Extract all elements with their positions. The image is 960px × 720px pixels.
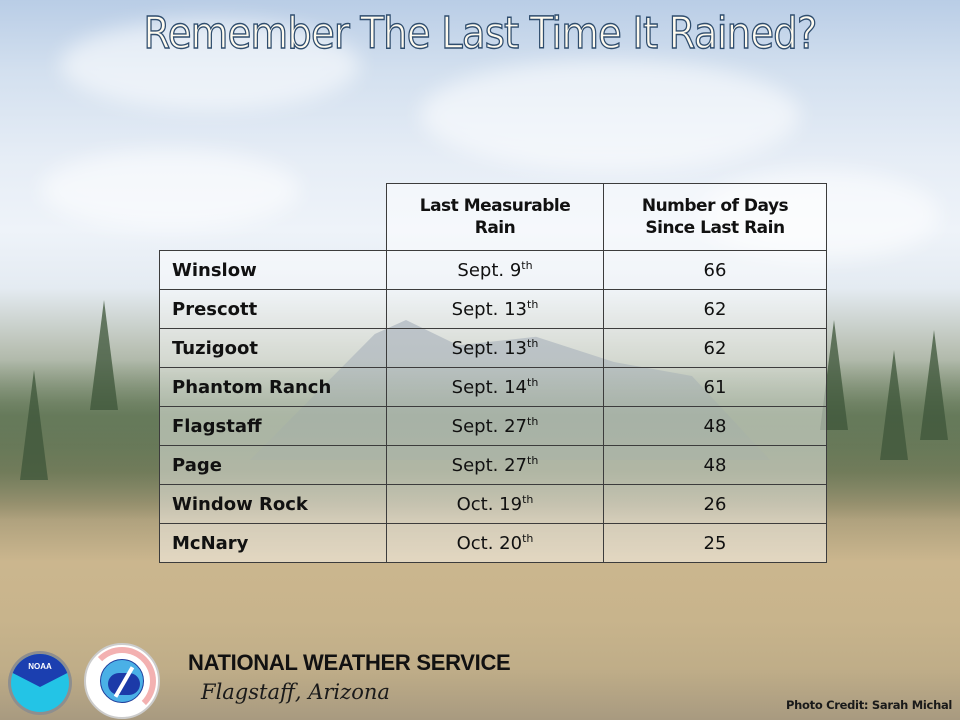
- table-row: Page Sept. 27th 48: [159, 445, 827, 485]
- header-text: Rain: [474, 218, 516, 238]
- nws-logo-icon: [84, 643, 160, 719]
- office-location: Flagstaff, Arizona: [201, 680, 390, 704]
- organization-name: NATIONAL WEATHER SERVICE: [188, 650, 511, 675]
- tree: [20, 370, 48, 480]
- days-cell: 48: [603, 445, 827, 485]
- noaa-logo-icon: NOAA: [8, 651, 72, 715]
- table-row: Window Rock Oct. 19th 26: [159, 484, 827, 524]
- date-cell: Sept. 14th: [386, 367, 604, 407]
- table-row: Winslow Sept. 9th 66: [159, 250, 827, 290]
- header-last-rain: Last Measurable Rain: [386, 183, 604, 251]
- location-cell: Flagstaff: [159, 406, 387, 446]
- date-cell: Sept. 27th: [386, 406, 604, 446]
- table-row: McNary Oct. 20th 25: [159, 523, 827, 563]
- days-cell: 62: [603, 289, 827, 329]
- photo-credit: Photo Credit: Sarah Michal: [786, 698, 953, 712]
- location-cell: Prescott: [159, 289, 387, 329]
- rain-table: Last Measurable Rain Number of Days Sinc…: [159, 183, 827, 563]
- date-cell: Sept. 13th: [386, 289, 604, 329]
- location-cell: Winslow: [159, 250, 387, 290]
- table-row: Flagstaff Sept. 27th 48: [159, 406, 827, 446]
- cloud: [420, 60, 800, 170]
- days-cell: 62: [603, 328, 827, 368]
- header-text: Number of Days: [641, 196, 789, 216]
- noaa-label: NOAA: [28, 662, 52, 671]
- tree: [90, 300, 118, 410]
- header-empty: [160, 184, 387, 251]
- tree: [880, 350, 908, 460]
- location-cell: Phantom Ranch: [159, 367, 387, 407]
- date-cell: Sept. 9th: [386, 250, 604, 290]
- table-row: Tuzigoot Sept. 13th 62: [159, 328, 827, 368]
- cloud: [60, 20, 360, 110]
- location-cell: Tuzigoot: [159, 328, 387, 368]
- days-cell: 48: [603, 406, 827, 446]
- date-cell: Sept. 13th: [386, 328, 604, 368]
- date-cell: Sept. 27th: [386, 445, 604, 485]
- header-text: Last Measurable: [419, 196, 571, 216]
- table-row: Phantom Ranch Sept. 14th 61: [159, 367, 827, 407]
- cloud: [40, 150, 300, 230]
- noaa-emblem: NOAA: [11, 654, 69, 712]
- header-days-since: Number of Days Since Last Rain: [603, 183, 827, 251]
- date-cell: Oct. 20th: [386, 523, 604, 563]
- tree: [920, 330, 948, 440]
- days-cell: 25: [603, 523, 827, 563]
- header-text: Since Last Rain: [645, 218, 785, 238]
- location-cell: McNary: [159, 523, 387, 563]
- location-cell: Window Rock: [159, 484, 387, 524]
- table-header-row: Last Measurable Rain Number of Days Sinc…: [160, 183, 827, 251]
- days-cell: 66: [603, 250, 827, 290]
- date-cell: Oct. 19th: [386, 484, 604, 524]
- days-cell: 26: [603, 484, 827, 524]
- days-cell: 61: [603, 367, 827, 407]
- nws-ring-text: [88, 647, 156, 715]
- table-row: Prescott Sept. 13th 62: [159, 289, 827, 329]
- page-title: Remember The Last Time It Rained?: [143, 7, 818, 59]
- location-cell: Page: [159, 445, 387, 485]
